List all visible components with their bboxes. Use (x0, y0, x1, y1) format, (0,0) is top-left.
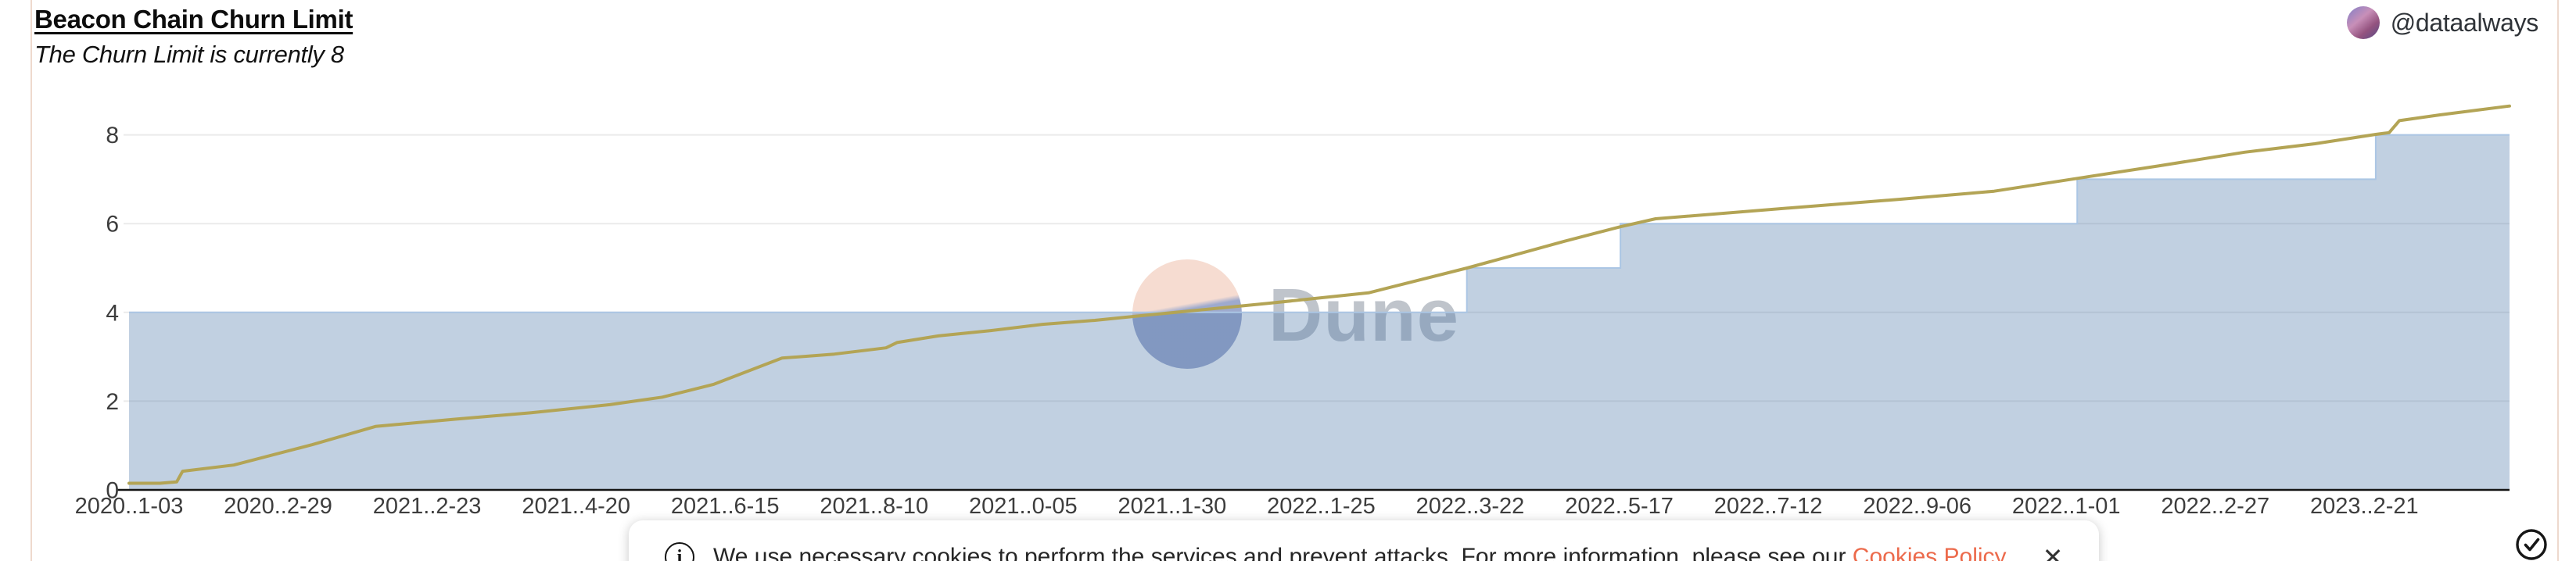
cookies-policy-link[interactable]: Cookies Policy (1852, 544, 2005, 561)
y-tick-label-8: 8 (106, 123, 119, 148)
validator-growth-line (127, 104, 2511, 485)
x-tick-label-9: 2022..3-22 (1416, 494, 1525, 519)
axis-labels: 0 2 4 6 8 2020..1-03 2020..2-29 2021..2-23 2021.… (75, 123, 2419, 519)
x-tick-label-0: 2020..1-03 (75, 494, 184, 519)
author-handle[interactable]: @dataalways (2390, 8, 2539, 37)
x-tick-label-6: 2021..0-05 (969, 494, 1078, 519)
x-tick-label-12: 2022..9-06 (1863, 494, 1971, 519)
x-tick-label-15: 2023..2-21 (2310, 494, 2419, 519)
y-tick-label-6: 6 (106, 212, 119, 238)
x-tick-label-2: 2021..2-23 (373, 494, 482, 519)
x-tick-label-14: 2022..2-27 (2161, 494, 2269, 519)
x-tick-label-11: 2022..7-12 (1714, 494, 1823, 519)
x-tick-label-4: 2021..6-15 (671, 494, 780, 519)
check-circle-icon (2516, 529, 2547, 560)
page-right-border (2557, 0, 2559, 561)
page-subtitle: The Churn Limit is currently 8 (34, 41, 344, 68)
cookie-message-text: We use necessary cookies to perform the … (713, 544, 1853, 561)
cookie-banner: i We use necessary cookies to perform th… (629, 520, 2100, 561)
churn-limit-step-area-edge (129, 134, 2510, 313)
cookie-message: We use necessary cookies to perform the … (713, 544, 2011, 561)
x-tick-label-5: 2021..8-10 (820, 494, 928, 519)
y-tick-label-2: 2 (106, 389, 119, 415)
author-chip[interactable]: @dataalways (2346, 6, 2539, 39)
x-tick-label-8: 2022..1-25 (1267, 494, 1376, 519)
cookie-message-suffix: . (2004, 544, 2011, 561)
dune-watermark: Dune (1132, 259, 1459, 369)
dune-watermark-text: Dune (1268, 273, 1459, 357)
confirm-check-button[interactable] (2512, 525, 2553, 561)
author-avatar[interactable] (2346, 6, 2380, 39)
x-tick-label-13: 2022..1-01 (2012, 494, 2121, 519)
y-tick-label-0: 0 (106, 478, 119, 504)
y-tick-label-4: 4 (106, 300, 119, 326)
x-tick-label-10: 2022..5-17 (1565, 494, 1674, 519)
x-tick-label-7: 2021..1-30 (1118, 494, 1227, 519)
page-left-border (30, 0, 32, 561)
chart-series (127, 104, 2511, 490)
cookie-close-icon[interactable]: ✕ (2042, 543, 2064, 561)
check-mark-icon (2524, 538, 2540, 552)
x-tick-label-3: 2021..4-20 (522, 494, 630, 519)
dune-logo-icon (1132, 259, 1242, 369)
x-tick-label-1: 2020..2-29 (224, 494, 332, 519)
info-icon: i (665, 542, 694, 561)
page-title: Beacon Chain Churn Limit (34, 5, 353, 34)
